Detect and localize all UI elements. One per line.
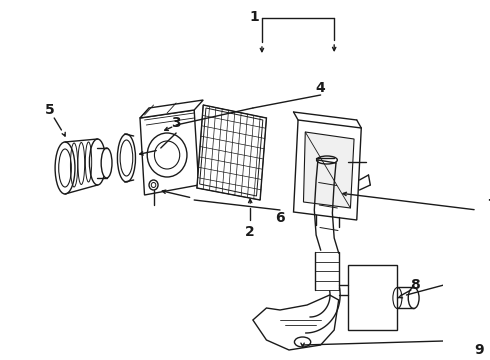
Text: 8: 8 xyxy=(411,278,420,292)
Polygon shape xyxy=(140,110,199,195)
Text: 7: 7 xyxy=(488,198,490,212)
Polygon shape xyxy=(303,132,354,208)
Ellipse shape xyxy=(317,156,337,164)
Text: 4: 4 xyxy=(316,81,325,95)
Text: 5: 5 xyxy=(45,103,54,117)
Ellipse shape xyxy=(118,134,135,182)
Text: 1: 1 xyxy=(250,10,260,24)
Polygon shape xyxy=(197,105,267,200)
Polygon shape xyxy=(253,295,339,350)
Text: 9: 9 xyxy=(474,343,484,357)
Text: 2: 2 xyxy=(245,225,255,239)
Bar xyxy=(348,265,397,330)
Circle shape xyxy=(147,133,187,177)
Text: 3: 3 xyxy=(172,116,181,130)
Circle shape xyxy=(153,132,164,144)
Ellipse shape xyxy=(408,288,419,309)
Polygon shape xyxy=(294,120,361,220)
Ellipse shape xyxy=(101,148,112,178)
Circle shape xyxy=(149,180,158,190)
Text: 6: 6 xyxy=(275,211,285,225)
Polygon shape xyxy=(140,100,203,118)
